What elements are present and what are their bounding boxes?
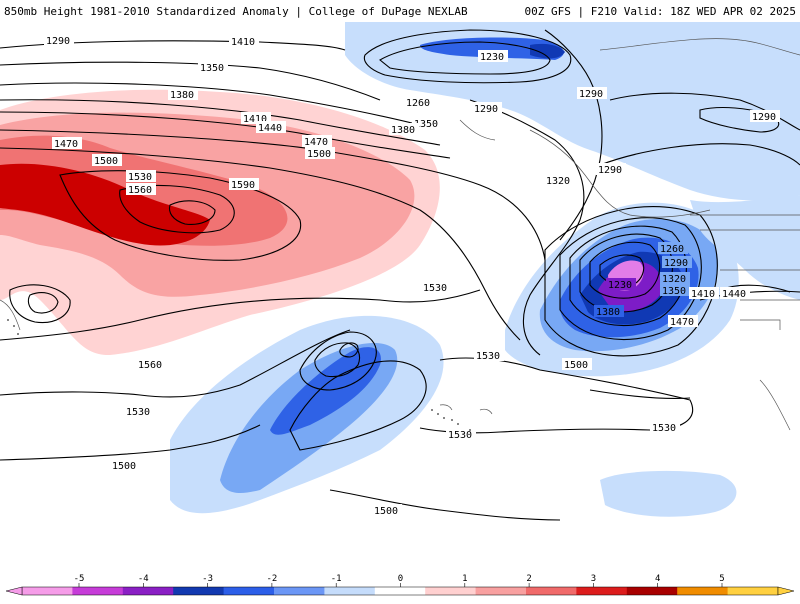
contour-label: 1530 xyxy=(476,351,500,362)
contour-label: 1230 xyxy=(480,52,504,63)
contour-label: 1500 xyxy=(94,156,118,167)
colorbar-tick-label: 5 xyxy=(719,574,724,584)
colorbar-tick-label: -2 xyxy=(266,574,277,584)
colorbar-swatch xyxy=(173,587,225,595)
contour-label: 1350 xyxy=(200,63,224,74)
colorbar-swatch xyxy=(475,587,527,595)
map-title: 850mb Height 1981-2010 Standardized Anom… xyxy=(4,5,468,18)
contour-label: 1440 xyxy=(258,123,282,134)
colorbar-tick-label: 1 xyxy=(462,574,467,584)
coastlines xyxy=(0,38,800,431)
colorbar-tick-label: 3 xyxy=(591,574,596,584)
contour-label: 1470 xyxy=(54,139,78,150)
east-anomaly xyxy=(690,195,800,300)
contour-label: 1560 xyxy=(138,360,162,371)
anomaly-colorbar: -5 -4 -3 -2 -1 0 1 2 3 4 5 xyxy=(0,570,800,600)
contour-label: 1500 xyxy=(307,149,331,160)
colorbar-swatch xyxy=(274,587,325,595)
contour-label: 1260 xyxy=(660,244,684,255)
contour-label: 1530 xyxy=(126,407,150,418)
contour-label: 1500 xyxy=(564,360,588,371)
contour-label: 1590 xyxy=(231,180,255,191)
colorbar-swatch xyxy=(72,587,124,595)
colorbar-tick-label: 0 xyxy=(398,574,403,584)
contour-label: 1260 xyxy=(406,98,430,109)
map-canvas: 1290 1410 1350 1380 1410 1440 1470 1500 … xyxy=(0,22,800,570)
contour-labels: 1290 1410 1350 1380 1410 1440 1470 1500 … xyxy=(44,34,780,517)
colorbar-right-arrow xyxy=(777,586,795,596)
contour-label: 1470 xyxy=(670,317,694,328)
colorbar-swatch xyxy=(223,587,275,595)
island-markers xyxy=(7,319,471,431)
contour-label: 1410 xyxy=(691,289,715,300)
contour-label: 1530 xyxy=(128,172,152,183)
colorbar-swatch xyxy=(22,587,73,595)
height-contours xyxy=(0,29,800,521)
map-header: 850mb Height 1981-2010 Standardized Anom… xyxy=(0,0,800,22)
colorbar-swatch xyxy=(122,587,174,595)
contour-label: 1440 xyxy=(722,289,746,300)
contour-label: 1410 xyxy=(243,114,267,125)
contour-label: 1290 xyxy=(752,112,776,123)
contour-label: 1320 xyxy=(662,274,686,285)
contour-label: 1380 xyxy=(391,125,415,136)
colorbar-tick-labels: -5 -4 -3 -2 -1 0 1 2 3 4 5 xyxy=(74,574,725,587)
colorbar-tick-label: -5 xyxy=(74,574,85,584)
contour-label: 1290 xyxy=(474,104,498,115)
colorbar-tick-label: -3 xyxy=(202,574,213,584)
colorbar-swatches xyxy=(21,586,779,596)
forecast-map[interactable]: 1290 1410 1350 1380 1410 1440 1470 1500 … xyxy=(0,22,800,570)
colorbar-swatch xyxy=(727,587,779,595)
colorbar-tick-label: 2 xyxy=(526,574,531,584)
contour-label: 1500 xyxy=(374,506,398,517)
colorbar-swatch xyxy=(677,587,729,595)
contour-label: 1410 xyxy=(231,37,255,48)
contour-label: 1380 xyxy=(170,90,194,101)
colorbar-tick-label: -4 xyxy=(138,574,149,584)
colorbar-left-arrow xyxy=(5,586,23,596)
colorbar-swatch xyxy=(425,587,477,595)
contour-label: 1380 xyxy=(596,307,620,318)
colorbar-swatch xyxy=(324,587,376,595)
contour-label: 1470 xyxy=(304,137,328,148)
colorbar-swatch xyxy=(526,587,577,595)
contour-label: 1530 xyxy=(652,423,676,434)
contour-label: 1290 xyxy=(46,36,70,47)
contour-label: 1290 xyxy=(598,165,622,176)
colorbar-tick-label: -1 xyxy=(331,574,342,584)
contour-label: 1290 xyxy=(664,258,688,269)
contour-label: 1350 xyxy=(662,286,686,297)
contour-label: 1350 xyxy=(414,119,438,130)
contour-label: 1230 xyxy=(608,280,632,291)
contour-label: 1560 xyxy=(128,185,152,196)
colorbar-tick-label: 4 xyxy=(655,574,660,584)
model-run-info: 00Z GFS | F210 Valid: 18Z WED APR 02 202… xyxy=(524,5,796,18)
contour-label: 1530 xyxy=(448,430,472,441)
colorbar-swatch xyxy=(576,587,628,595)
contour-label: 1290 xyxy=(579,89,603,100)
colorbar-swatch xyxy=(626,587,678,595)
colorbar-swatch xyxy=(374,587,426,595)
contour-label: 1320 xyxy=(546,176,570,187)
contour-label: 1530 xyxy=(423,283,447,294)
contour-label: 1500 xyxy=(112,461,136,472)
